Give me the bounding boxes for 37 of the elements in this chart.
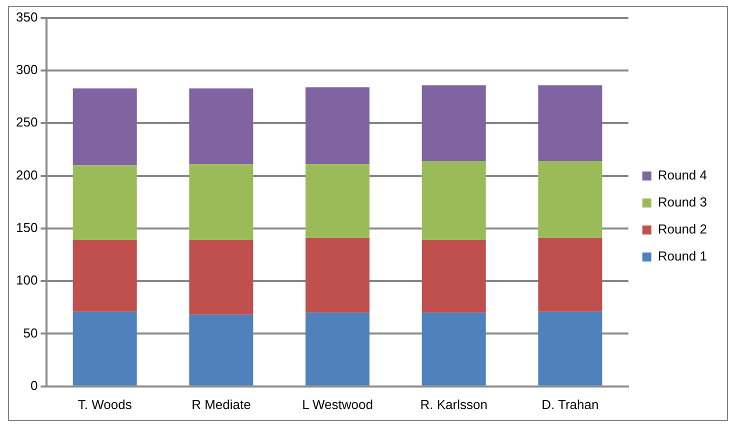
bar — [538, 161, 602, 238]
bar — [189, 164, 254, 240]
legend-label: Round 2 — [658, 222, 708, 237]
bar — [306, 238, 370, 313]
bar — [306, 312, 370, 386]
y-tick-label: 50 — [23, 325, 38, 340]
bar — [189, 240, 254, 315]
x-tick-label: D. Trahan — [542, 396, 599, 412]
bar — [72, 240, 137, 312]
x-tick-label: R Mediate — [192, 396, 251, 412]
bar — [422, 85, 486, 162]
y-tick-label: 0 — [30, 378, 38, 393]
y-tick-label: 350 — [16, 9, 38, 24]
legend-label: Round 3 — [658, 194, 708, 210]
legend-label: Round 4 — [658, 168, 708, 183]
bar — [306, 164, 370, 238]
bar — [422, 161, 486, 240]
bar — [538, 85, 602, 162]
bar — [72, 88, 137, 166]
bar — [422, 312, 486, 386]
legend-label: Round 1 — [658, 248, 708, 264]
bar — [189, 88, 254, 164]
bar — [538, 312, 602, 386]
bar — [72, 165, 137, 240]
y-tick-label: 200 — [16, 167, 38, 182]
x-tick-label: T. Woods — [78, 396, 132, 412]
bar — [189, 314, 254, 386]
x-tick-label: R. Karlsson — [420, 396, 488, 412]
y-tick-label: 300 — [16, 62, 38, 78]
bar — [306, 87, 370, 164]
x-tick-label: L Westwood — [302, 396, 373, 412]
y-tick-label: 100 — [16, 272, 38, 288]
bar — [72, 312, 137, 386]
y-tick-label: 250 — [16, 114, 38, 130]
bar — [538, 238, 602, 312]
y-tick-label: 150 — [16, 220, 38, 236]
bar — [422, 240, 486, 313]
